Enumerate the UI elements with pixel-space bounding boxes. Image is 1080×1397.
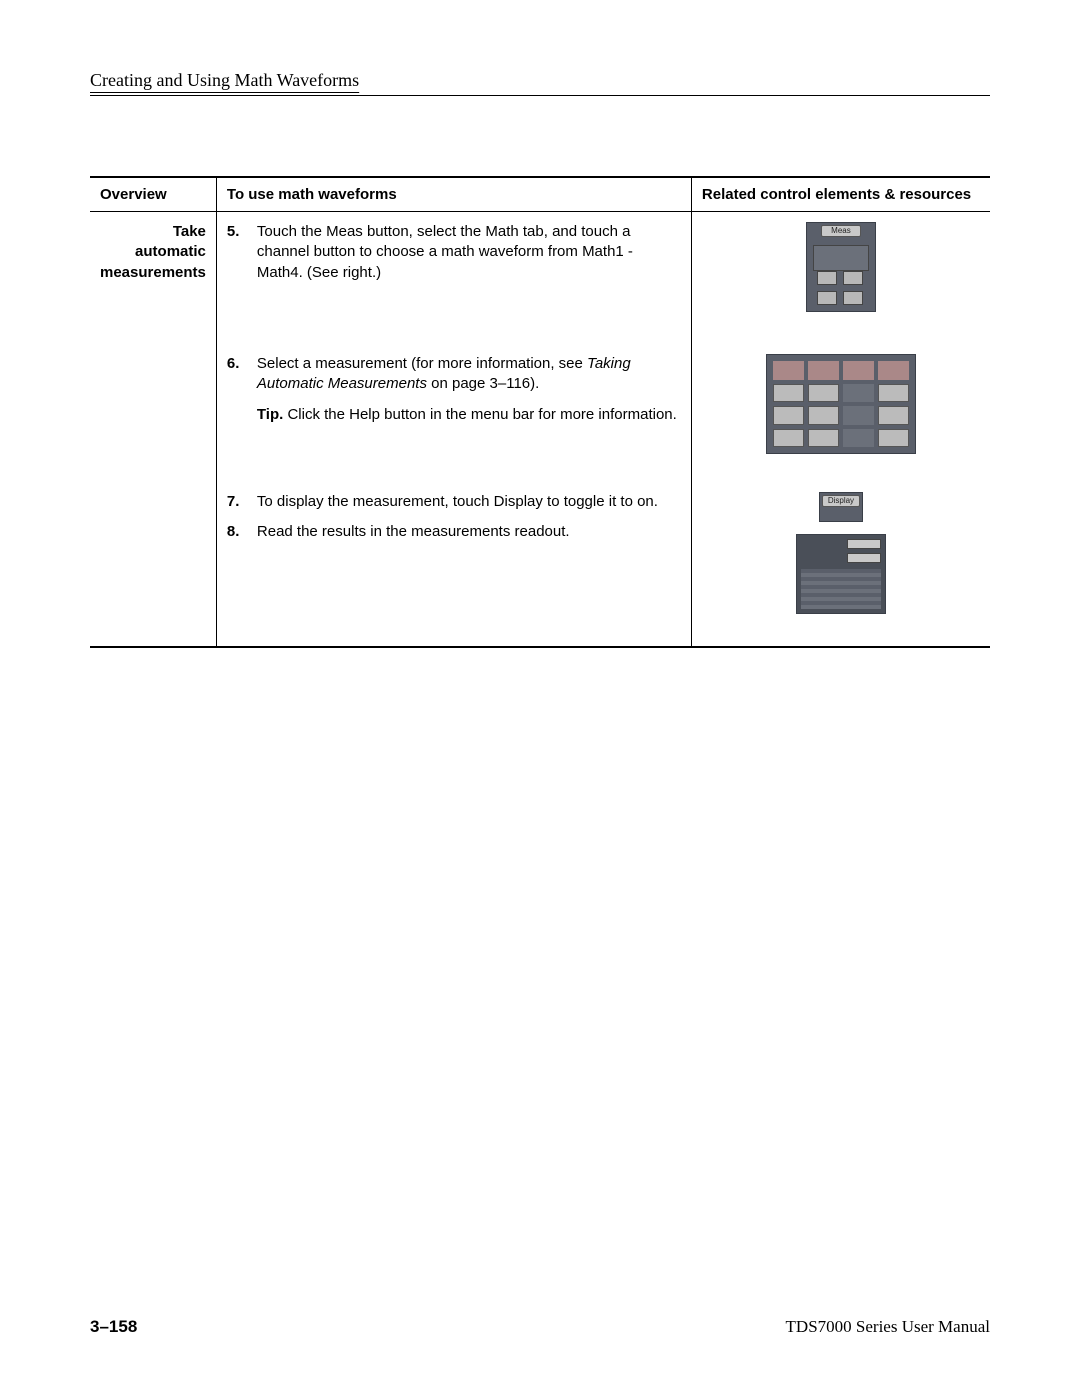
measurement-grid-thumbnail (766, 354, 916, 454)
step-7-num: 7. (227, 492, 245, 512)
col-header-use: To use math waveforms (216, 177, 691, 212)
overview-label: Take automatic measurements (90, 212, 216, 345)
manual-title: TDS7000 Series User Manual (786, 1317, 990, 1337)
procedure-table: Overview To use math waveforms Related c… (90, 176, 990, 648)
step-8-num: 8. (227, 522, 245, 542)
thumb-tag (847, 553, 881, 563)
tip-text: Click the Help button in the menu bar fo… (283, 406, 677, 423)
step-5: 5. Touch the Meas button, select the Mat… (227, 222, 681, 283)
related-5: Meas (691, 212, 990, 345)
thumb-grid (817, 271, 863, 285)
thumb-chip (843, 291, 863, 305)
step-8: 8. Read the results in the measurements … (227, 522, 681, 542)
table-row: 6. Select a measurement (for more inform… (90, 344, 990, 482)
col-header-related: Related control elements & resources (691, 177, 990, 212)
table-row: Take automatic measurements 5. Touch the… (90, 212, 990, 345)
thumb-lines (801, 569, 881, 609)
thumb-chip (808, 406, 839, 425)
thumb-chip (773, 361, 804, 380)
thumb-chip (808, 361, 839, 380)
table-row: 7. To display the measurement, touch Dis… (90, 482, 990, 647)
readout-thumbnail (796, 534, 886, 614)
step-6-cell: 6. Select a measurement (for more inform… (216, 344, 691, 482)
step-5-num: 5. (227, 222, 245, 283)
step-8-text: Read the results in the measurements rea… (257, 522, 681, 542)
display-button-label: Display (822, 495, 860, 507)
thumb-chip (878, 406, 909, 425)
related-6 (691, 344, 990, 482)
thumb-chip (817, 271, 837, 285)
thumb-chip (843, 429, 874, 448)
thumb-chip (843, 384, 874, 403)
step-5-cell: 5. Touch the Meas button, select the Mat… (216, 212, 691, 345)
step-7: 7. To display the measurement, touch Dis… (227, 492, 681, 512)
overview-label-text: Take automatic measurements (100, 223, 206, 281)
step-6-num: 6. (227, 354, 245, 425)
page-footer: 3–158 TDS7000 Series User Manual (90, 1317, 990, 1337)
col-header-overview: Overview (90, 177, 216, 212)
thumb-chip (878, 361, 909, 380)
thumb-grid-4x4 (773, 361, 909, 447)
meas-button-label: Meas (821, 225, 861, 237)
thumb-chip (843, 361, 874, 380)
related-7-8: Display (691, 482, 990, 647)
display-toggle-thumbnail: Display (819, 492, 863, 522)
table-header-row: Overview To use math waveforms Related c… (90, 177, 990, 212)
meas-panel-thumbnail: Meas (806, 222, 876, 312)
step-6: 6. Select a measurement (for more inform… (227, 354, 681, 425)
step-7-text: To display the measurement, touch Displa… (257, 492, 681, 512)
thumb-chip (817, 291, 837, 305)
step-6-tip: Tip. Click the Help button in the menu b… (257, 405, 681, 425)
overview-empty (90, 482, 216, 647)
step-5-text: Touch the Meas button, select the Math t… (257, 222, 681, 283)
thumb-grid (817, 291, 863, 305)
thumb-chip (808, 429, 839, 448)
thumb-chip (843, 271, 863, 285)
step-6-text-a: Select a measurement (for more informati… (257, 355, 587, 372)
page-number: 3–158 (90, 1317, 137, 1337)
step-6-text: Select a measurement (for more informati… (257, 354, 681, 425)
step-6-text-b: on page 3–116). (427, 375, 539, 392)
step-7-8-cell: 7. To display the measurement, touch Dis… (216, 482, 691, 647)
thumb-chip (843, 406, 874, 425)
thumb-tag (847, 539, 881, 549)
thumb-chip (773, 384, 804, 403)
thumb-block (813, 245, 869, 271)
thumb-chip (808, 384, 839, 403)
tip-label: Tip. (257, 406, 283, 423)
thumb-chip (878, 429, 909, 448)
thumb-chip (773, 406, 804, 425)
page: Creating and Using Math Waveforms Overvi… (0, 0, 1080, 648)
running-head: Creating and Using Math Waveforms (90, 70, 990, 96)
overview-empty (90, 344, 216, 482)
thumb-chip (773, 429, 804, 448)
thumb-chip (878, 384, 909, 403)
